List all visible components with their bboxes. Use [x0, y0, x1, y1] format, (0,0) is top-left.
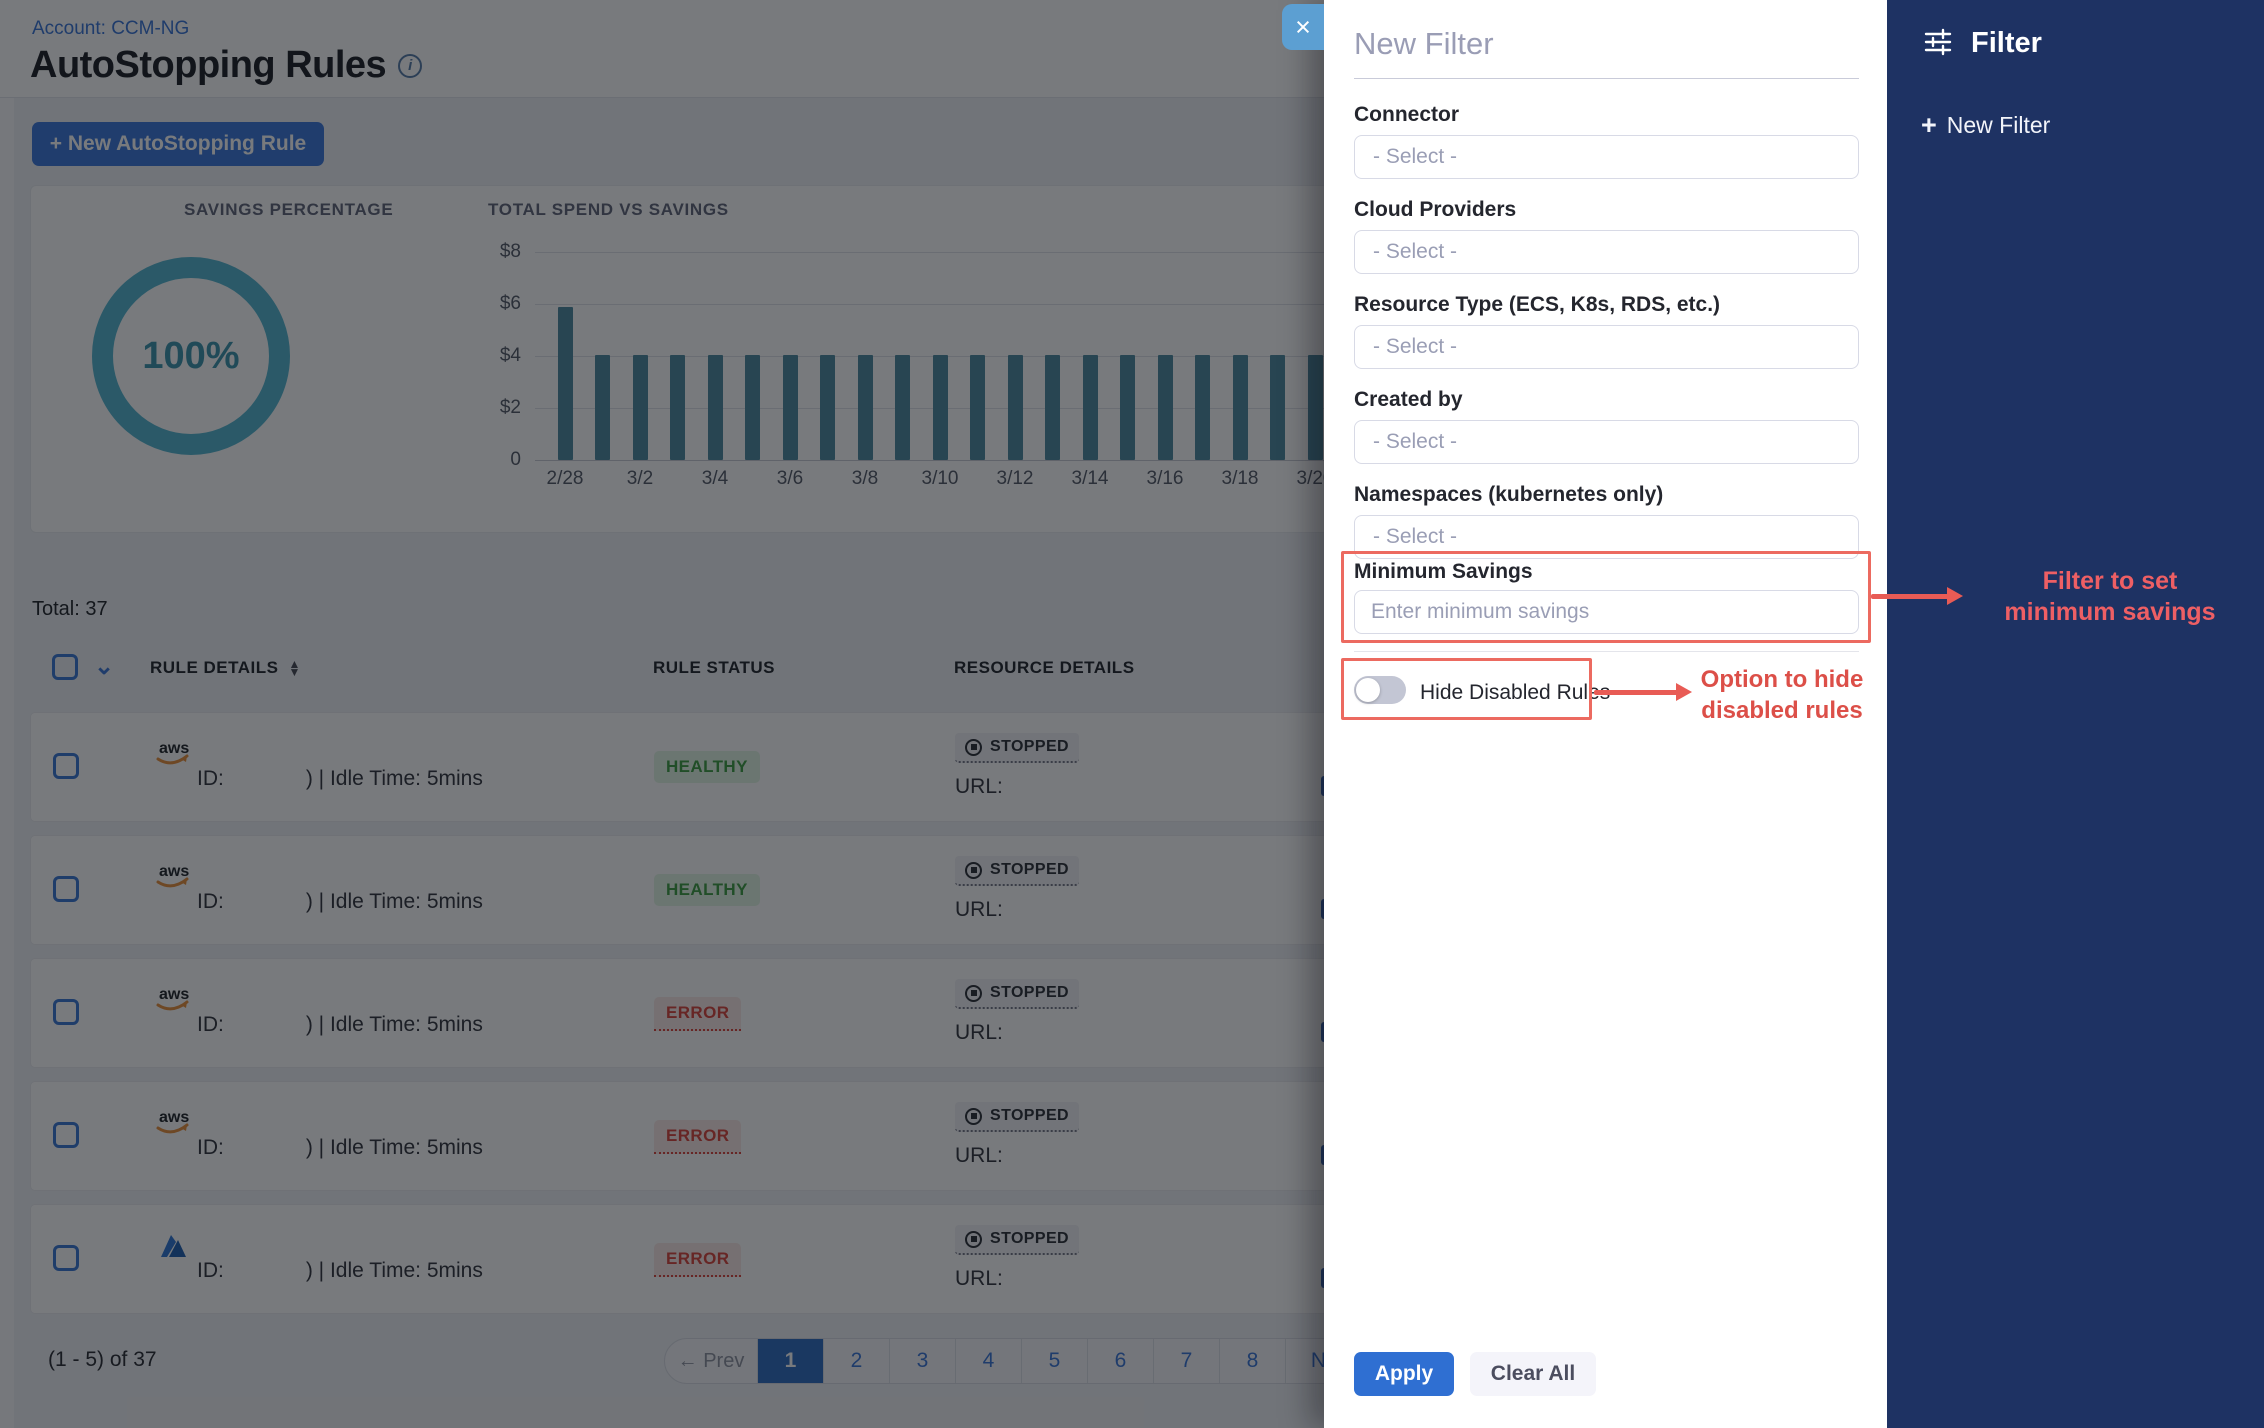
filter-field: Cloud Providers - Select - — [1354, 198, 1859, 274]
drawer-divider — [1354, 651, 1859, 652]
select-placeholder: - Select - — [1373, 145, 1458, 168]
annotation-arrowhead-hide-disabled — [1676, 683, 1692, 701]
select-placeholder: - Select - — [1373, 430, 1458, 453]
plus-icon: + — [1921, 110, 1937, 140]
minimum-savings-input[interactable] — [1354, 590, 1859, 634]
new-filter-button[interactable]: + New Filter — [1921, 110, 2050, 141]
filter-fields: Connector - Select - Cloud Providers - S… — [1354, 103, 1859, 559]
filter-field-select[interactable]: - Select - — [1354, 325, 1859, 369]
annotation-arrow-hide-disabled — [1594, 690, 1678, 695]
filter-name-input[interactable]: New Filter — [1354, 26, 1494, 61]
filter-field-label: Namespaces (kubernetes only) — [1354, 483, 1664, 506]
annotation-arrowhead-minimum-savings — [1947, 587, 1963, 605]
apply-button[interactable]: Apply — [1354, 1352, 1454, 1396]
new-filter-label: New Filter — [1946, 112, 2051, 138]
filter-field-select[interactable]: - Select - — [1354, 420, 1859, 464]
filter-field-label: Created by — [1354, 388, 1463, 411]
annotation-box-minimum-savings — [1341, 551, 1871, 643]
filter-field: Connector - Select - — [1354, 103, 1859, 179]
filter-drawer: New Filter Connector - Select - Cloud Pr… — [1324, 0, 1887, 1428]
filter-list-panel: Filter + New Filter — [1887, 0, 2264, 1428]
filter-sliders-icon — [1923, 26, 1953, 61]
filter-field-select[interactable]: - Select - — [1354, 135, 1859, 179]
filter-field-label: Cloud Providers — [1354, 198, 1517, 221]
modal-dim-overlay — [0, 0, 1324, 1428]
filter-panel-title: Filter — [1971, 27, 2042, 59]
filter-field-select[interactable]: - Select - — [1354, 230, 1859, 274]
annotation-box-hide-disabled — [1341, 658, 1592, 720]
close-drawer-button[interactable]: × — [1282, 4, 1324, 50]
filter-title-divider — [1354, 78, 1859, 79]
select-placeholder: - Select - — [1373, 335, 1458, 358]
minimum-savings-label: Minimum Savings — [1354, 560, 1533, 583]
filter-field: Resource Type (ECS, K8s, RDS, etc.) - Se… — [1354, 293, 1859, 369]
clear-all-button[interactable]: Clear All — [1470, 1352, 1596, 1396]
annotation-text-hide-disabled: Option to hide disabled rules — [1700, 666, 1864, 724]
filter-field-label: Resource Type (ECS, K8s, RDS, etc.) — [1354, 293, 1721, 316]
select-placeholder: - Select - — [1373, 525, 1458, 548]
annotation-text-minimum-savings: Filter to set minimum savings — [2004, 567, 2216, 626]
hide-disabled-rules-toggle[interactable] — [1354, 676, 1406, 704]
filter-field: Created by - Select - — [1354, 388, 1859, 464]
annotation-arrow-minimum-savings — [1871, 594, 1949, 599]
filter-field: Namespaces (kubernetes only) - Select - — [1354, 483, 1859, 559]
filter-field-label: Connector — [1354, 103, 1459, 126]
hide-disabled-rules-label: Hide Disabled Rules — [1420, 681, 1611, 704]
select-placeholder: - Select - — [1373, 240, 1458, 263]
